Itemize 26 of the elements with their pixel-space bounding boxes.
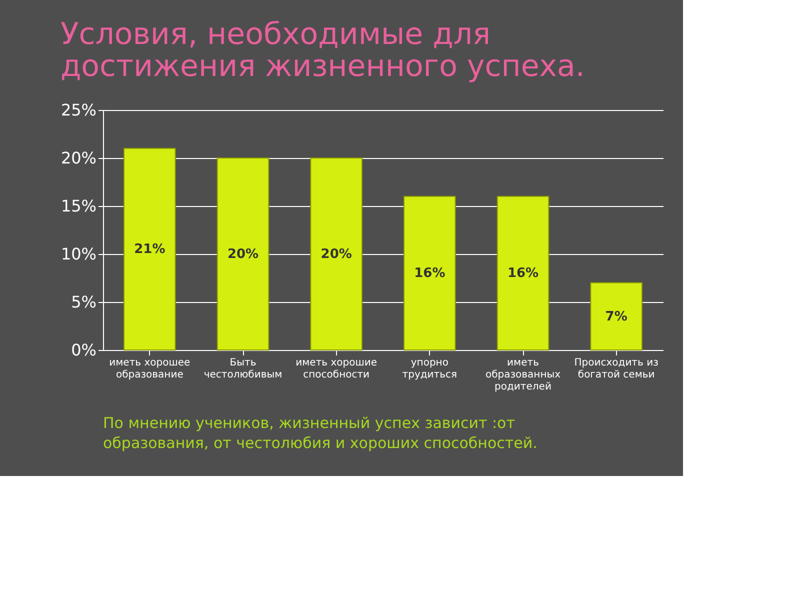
y-tick-label: 25%: [60, 100, 96, 120]
x-tick-label: иметь хорошие способности: [296, 358, 378, 380]
bar: [404, 196, 456, 350]
data-label: 21%: [134, 242, 166, 258]
x-tick-label: иметь хорошее образование: [109, 358, 190, 380]
data-label: 7%: [605, 309, 628, 324]
x-tick-label: упорно трудиться: [402, 358, 458, 380]
x-tick-label: иметь образованных родителей: [485, 358, 561, 392]
bar: [216, 158, 270, 350]
data-label: 16%: [507, 266, 539, 282]
y-tick-label: 15%: [60, 196, 96, 216]
data-label: 16%: [414, 266, 446, 282]
y-tick-label: 20%: [60, 148, 96, 168]
x-tick-label: Быть честолюбивым: [204, 358, 282, 380]
bar: [590, 282, 642, 350]
y-tick-label: 10%: [60, 244, 96, 264]
x-tick-label: Происходить из богатой семьи: [574, 358, 658, 380]
data-label: 20%: [320, 247, 352, 262]
chart-title: Условия, необходимые для достижения жизненного успеха.: [60, 17, 585, 84]
text: По мнению учеников, жизненный успех зависит :от образования, от честолюбия и хороших способностей.: [103, 414, 538, 452]
bar: [496, 196, 550, 350]
y-tick-label: 5%: [71, 292, 96, 312]
y-tick-label: 0%: [71, 340, 96, 360]
bar: [124, 148, 176, 350]
bar: [310, 158, 362, 350]
data-label: 20%: [227, 247, 259, 262]
